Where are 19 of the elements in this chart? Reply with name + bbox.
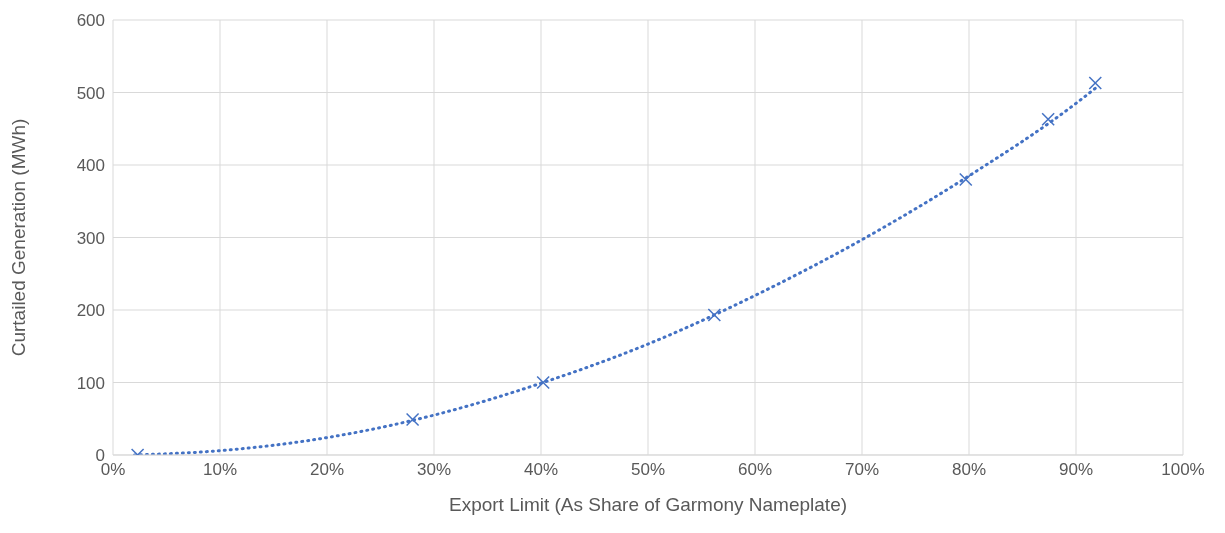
y-tick-label: 100 — [76, 373, 105, 393]
y-tick-label: 500 — [76, 83, 105, 103]
x-tick-label: 100% — [1161, 460, 1205, 480]
x-tick-label: 90% — [1058, 460, 1094, 480]
x-tick-label: 60% — [737, 460, 773, 480]
y-tick-label: 300 — [76, 228, 105, 248]
y-tick-label: 600 — [76, 11, 105, 31]
x-axis-title: Export Limit (As Share of Garmony Nameplate) — [448, 494, 848, 515]
y-tick-label: 400 — [76, 156, 105, 176]
x-tick-label: 10% — [202, 460, 238, 480]
x-tick-label: 30% — [416, 460, 452, 480]
x-tick-label: 50% — [630, 460, 666, 480]
y-axis-title: Curtailed Generation (MWh) — [7, 118, 29, 357]
x-tick-label: 20% — [309, 460, 345, 480]
y-tick-label: 200 — [76, 301, 105, 321]
x-tick-label: 70% — [844, 460, 880, 480]
x-tick-label: 80% — [951, 460, 987, 480]
x-tick-label: 0% — [100, 460, 126, 480]
x-tick-label: 40% — [523, 460, 559, 480]
